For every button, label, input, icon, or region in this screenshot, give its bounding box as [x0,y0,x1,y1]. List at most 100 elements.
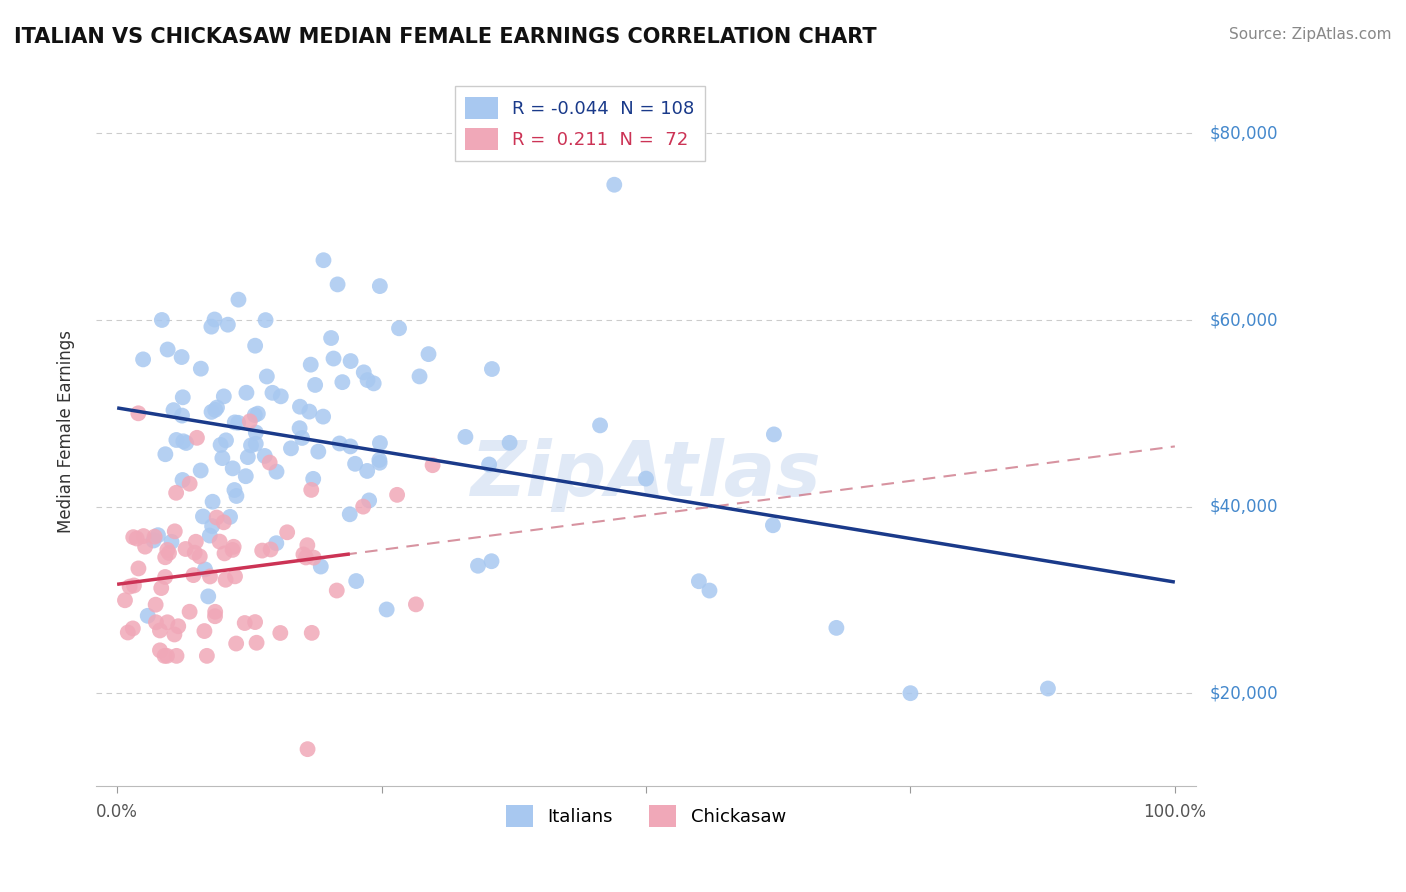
Point [762,518,785,533]
Point [250,543,273,558]
Point [326,583,349,598]
Point [198,528,221,542]
Point [222,461,245,475]
Point [222,540,245,554]
Point [122,578,145,592]
Point [1036,681,1059,696]
Point [498,435,520,450]
Point [224,416,246,430]
Point [205,510,228,524]
Point [375,602,398,616]
Point [368,436,391,450]
Point [212,516,235,530]
Point [688,574,710,589]
Point [481,554,503,568]
Point [136,608,159,623]
Point [900,686,922,700]
Point [211,451,233,466]
Point [388,321,411,335]
Point [117,625,139,640]
Point [368,456,391,470]
Point [145,598,167,612]
Point [339,354,361,368]
Point [319,331,342,345]
Point [634,472,657,486]
Point [184,534,207,549]
Point [221,542,243,557]
Point [225,636,247,650]
Point [214,573,236,587]
Point [344,574,367,588]
Point [172,434,194,449]
Point [174,541,197,556]
Text: $80,000: $80,000 [1211,124,1278,143]
Point [132,529,155,543]
Point [825,621,848,635]
Text: ZipAtlas: ZipAtlas [471,437,821,511]
Point [201,495,224,509]
Point [195,648,218,663]
Point [155,550,177,565]
Point [219,509,242,524]
Point [209,438,232,452]
Point [134,540,156,554]
Point [307,444,329,458]
Point [298,404,321,418]
Point [408,369,430,384]
Point [127,406,149,420]
Point [212,389,235,403]
Point [153,570,176,584]
Point [215,434,238,448]
Point [226,416,249,430]
Point [326,277,349,292]
Point [197,590,219,604]
Point [200,319,222,334]
Point [253,449,276,463]
Point [204,609,226,624]
Point [245,436,267,450]
Point [142,533,165,548]
Point [236,450,259,464]
Point [183,546,205,560]
Point [225,489,247,503]
Point [193,624,215,638]
Point [217,318,239,332]
Point [235,469,257,483]
Point [344,457,367,471]
Point [467,558,489,573]
Point [156,543,179,558]
Point [146,528,169,542]
Text: 100.0%: 100.0% [1143,803,1206,821]
Point [256,369,278,384]
Point [165,433,187,447]
Point [312,253,335,268]
Point [165,485,187,500]
Point [339,439,361,453]
Point [204,312,226,326]
Point [163,627,186,641]
Point [330,375,353,389]
Point [368,279,391,293]
Text: $40,000: $40,000 [1211,498,1278,516]
Point [125,532,148,546]
Point [304,378,326,392]
Point [186,431,208,445]
Point [239,414,262,428]
Point [291,431,314,445]
Point [245,636,267,650]
Point [356,373,378,387]
Point [699,583,721,598]
Point [145,615,167,630]
Point [312,409,335,424]
Point [243,408,266,422]
Point [127,561,149,575]
Point [150,581,173,595]
Point [254,313,277,327]
Point [179,476,201,491]
Point [224,483,246,497]
Text: $20,000: $20,000 [1211,684,1278,702]
Point [190,361,212,376]
Point [297,538,319,552]
Point [160,534,183,549]
Point [149,643,172,657]
